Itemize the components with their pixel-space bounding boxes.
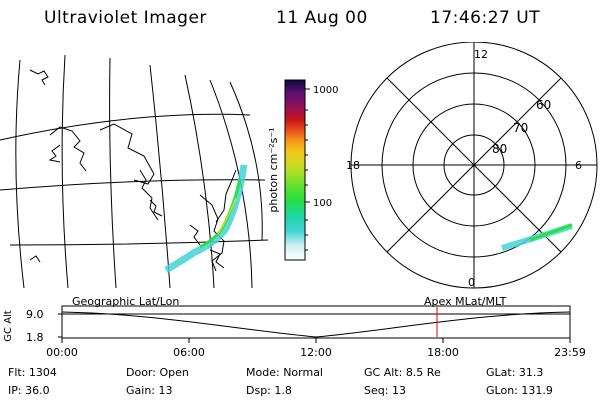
colorbar-tick-1000: 1000 [313, 85, 338, 96]
colorbar-gradient [284, 79, 306, 261]
colorbar-ticks [305, 88, 310, 251]
header-date: 11 Aug 00 [276, 8, 368, 28]
geographic-lat-lon-label: Geographic Lat/Lon [72, 295, 180, 308]
polar-grid [350, 42, 598, 289]
x-tick-1200: 12:00 [300, 346, 332, 359]
gain-info: Gain: 13 [126, 384, 173, 397]
geographic-map [0, 54, 269, 289]
mlt-label-12: 12 [474, 48, 488, 61]
aurora-emission [164, 164, 248, 274]
gc-alt-axis-label: GC Alt [3, 310, 14, 342]
ip-info: IP: 36.0 [8, 384, 50, 397]
glon-info: GLon: 131.9 [486, 384, 553, 397]
glat-info: GLat: 31.3 [486, 366, 544, 379]
mlt-label-0: 0 [468, 276, 475, 289]
colorbar-tick-100: 100 [313, 198, 332, 209]
dsp-info: Dsp: 1.8 [246, 384, 292, 397]
altitude-timeline: GC Alt 9.0 1.8 00:00 06:00 12:00 18:00 2… [3, 305, 586, 359]
gc-alt-info: GC Alt: 8.5 Re [364, 366, 441, 379]
mlt-label-6: 6 [575, 159, 582, 172]
lat-label-80: 80 [492, 142, 507, 156]
polar-plot: 12 18 6 0 60 70 80 [346, 42, 598, 289]
timeline-ticks [58, 313, 571, 343]
lat-label-70: 70 [513, 121, 528, 135]
x-tick-1800: 18:00 [427, 346, 459, 359]
aurora-oval-emission [501, 223, 573, 251]
x-tick-0000: 00:00 [46, 346, 78, 359]
seq-info: Seq: 13 [364, 384, 406, 397]
lat-label-60: 60 [536, 98, 551, 112]
apex-mlat-mlt-label: Apex MLat/MLT [424, 295, 507, 308]
instrument-title: Ultraviolet Imager [44, 8, 207, 28]
x-tick-2359: 23:59 [554, 346, 586, 359]
flight-info: Flt: 1304 [8, 366, 57, 379]
x-tick-0600: 06:00 [173, 346, 205, 359]
timeline-frame [61, 305, 571, 339]
colorbar: 1000 100 photon cm⁻²s⁻¹ [267, 79, 338, 261]
coastlines [29, 69, 237, 272]
header-time: 17:46:27 UT [430, 8, 541, 28]
mlt-label-18: 18 [346, 159, 360, 172]
door-info: Door: Open [126, 366, 189, 379]
colorbar-unit-label: photon cm⁻²s⁻¹ [267, 127, 280, 212]
y-tick-9: 9.0 [26, 308, 44, 321]
y-tick-1-8: 1.8 [26, 331, 44, 344]
mode-info: Mode: Normal [246, 366, 323, 379]
map-graticule [0, 54, 269, 289]
altitude-curve [61, 311, 571, 338]
